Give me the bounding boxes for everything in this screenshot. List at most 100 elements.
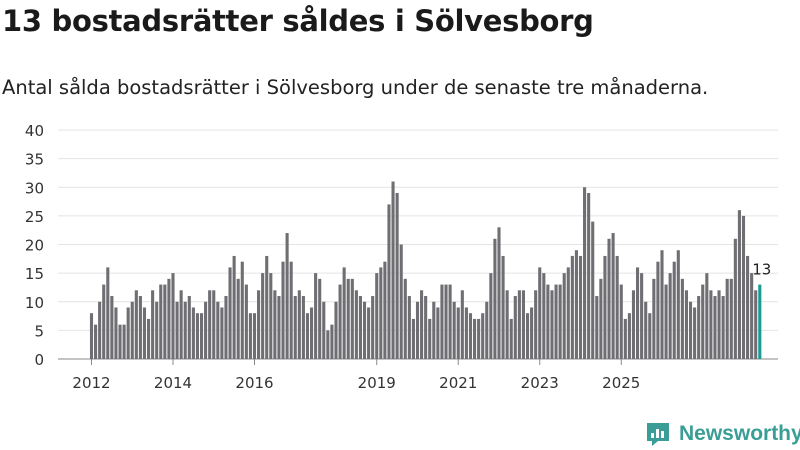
y-tick-label: 10 <box>25 294 44 312</box>
bar <box>411 318 415 359</box>
bar <box>326 330 330 359</box>
bar <box>436 307 440 359</box>
bar <box>375 273 379 359</box>
y-tick-label: 25 <box>25 208 44 226</box>
bar <box>395 192 399 359</box>
bar <box>305 313 310 359</box>
bar <box>525 313 530 359</box>
bar <box>147 318 151 359</box>
bar <box>330 324 334 359</box>
data-labels: 13 <box>752 261 771 279</box>
bar <box>134 290 138 359</box>
bar <box>587 192 591 359</box>
bar <box>660 250 664 359</box>
bar <box>334 301 338 359</box>
bar <box>155 301 159 359</box>
bar <box>110 296 114 359</box>
bar <box>595 296 599 359</box>
bar <box>521 290 525 359</box>
bar <box>648 313 652 359</box>
bar <box>619 284 623 359</box>
bar <box>448 284 452 359</box>
bar <box>664 284 668 359</box>
x-tick-label: 2019 <box>358 374 396 392</box>
bar <box>615 255 619 359</box>
bar <box>636 267 640 359</box>
bar <box>542 273 546 359</box>
bar <box>444 284 448 359</box>
bar <box>399 244 403 359</box>
bar <box>725 278 729 359</box>
bar <box>118 324 122 359</box>
bar <box>199 313 204 359</box>
bar <box>717 290 721 359</box>
bar <box>216 301 220 359</box>
bar <box>709 290 713 359</box>
bar <box>195 313 199 359</box>
bar <box>379 267 383 359</box>
bar <box>513 296 517 359</box>
bar <box>558 284 562 359</box>
bar <box>252 313 257 359</box>
brand-name: Newsworthy <box>679 422 800 445</box>
bar <box>733 238 737 359</box>
bar <box>367 307 371 359</box>
bar <box>697 296 701 359</box>
bar <box>191 307 195 359</box>
bar <box>631 290 636 359</box>
bar <box>387 204 391 359</box>
bar <box>142 307 147 359</box>
bar <box>705 273 709 359</box>
bar <box>534 290 538 359</box>
bar <box>701 284 705 359</box>
y-tick-label: 20 <box>25 237 44 255</box>
bar <box>611 233 615 359</box>
bar <box>346 278 350 359</box>
bar <box>489 273 493 359</box>
chart-title: 13 bostadsrätter såldes i Sölvesborg <box>2 4 594 38</box>
bar <box>102 284 106 359</box>
bar <box>126 307 130 359</box>
highlight-value-label: 13 <box>752 261 771 279</box>
bars <box>89 181 762 359</box>
bar <box>297 290 301 359</box>
bar <box>391 181 395 359</box>
bar <box>440 284 444 359</box>
bar <box>220 307 224 359</box>
bar <box>403 278 407 359</box>
bar <box>138 296 142 359</box>
bar <box>737 210 741 359</box>
bar <box>538 267 542 359</box>
bar <box>428 318 432 359</box>
bar <box>89 313 94 359</box>
bar <box>285 233 289 359</box>
bar <box>721 296 725 359</box>
bar <box>277 296 281 359</box>
y-tick-label: 15 <box>25 265 44 283</box>
bar <box>680 278 684 359</box>
bar <box>301 296 305 359</box>
bar <box>530 307 534 359</box>
bar <box>477 318 481 359</box>
bar <box>583 187 587 359</box>
bar <box>183 301 187 359</box>
bar <box>644 301 648 359</box>
bar <box>175 301 179 359</box>
y-tick-label: 35 <box>25 151 44 169</box>
bar <box>130 301 134 359</box>
bar <box>244 284 248 359</box>
bar <box>688 301 693 359</box>
x-tick-label: 2023 <box>521 374 559 392</box>
bar <box>750 273 754 359</box>
bar <box>212 290 216 359</box>
bar <box>562 273 566 359</box>
bar <box>603 255 607 359</box>
bar <box>517 290 521 359</box>
bar <box>452 301 456 359</box>
bar <box>574 250 578 359</box>
bar <box>322 301 326 359</box>
bar <box>424 296 428 359</box>
bar <box>224 296 228 359</box>
bar <box>94 324 98 359</box>
